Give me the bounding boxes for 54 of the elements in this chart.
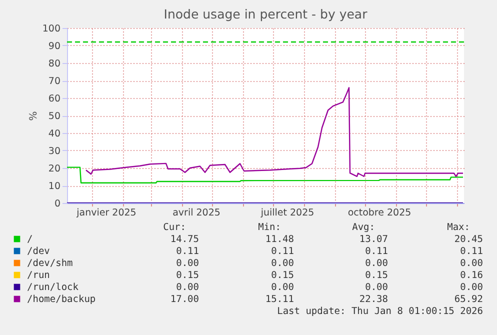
text: 0.15 — [176, 270, 199, 281]
chart-title: Inode usage in percent - by year — [164, 6, 368, 22]
y-axis-title: % — [28, 111, 40, 121]
text: 0.00 — [365, 258, 388, 269]
x-tick-label: octobre 2025 — [348, 208, 412, 218]
x-tick-label: janvier 2025 — [76, 208, 136, 218]
text: 0.00 — [460, 258, 484, 269]
y-tick-label: 40 — [48, 128, 60, 140]
text: 0.15 — [365, 270, 388, 281]
text: 14.75 — [170, 234, 199, 245]
legend-label: /run — [27, 270, 50, 281]
y-tick-label: 30 — [48, 146, 60, 157]
y-tick-label: 20 — [48, 164, 60, 174]
text: 15.11 — [265, 294, 294, 305]
text: 0.00 — [271, 282, 294, 293]
line-series — [85, 87, 464, 177]
legend-label: /dev/shm — [27, 258, 74, 269]
y-tick-label: 50 — [48, 111, 60, 122]
text: Cur: — [163, 222, 186, 233]
text: 20.45 — [454, 234, 483, 245]
y-tick-label: 80 — [48, 58, 60, 70]
text: 0.00 — [176, 258, 200, 269]
y-tick-label: 100 — [42, 24, 60, 34]
legend-label: /run/lock — [27, 282, 79, 293]
text: 0.11 — [365, 246, 388, 257]
x-tick-label: avril 2025 — [172, 208, 220, 218]
text: 0.00 — [365, 282, 388, 293]
text: 17.00 — [170, 294, 200, 305]
text: Max: — [447, 222, 470, 233]
text: 0.11 — [460, 246, 484, 257]
legend-label: /dev — [27, 246, 50, 257]
y-tick-label: 70 — [48, 76, 60, 87]
x-tick-label: juillet 2025 — [260, 208, 314, 218]
legend-label: / — [27, 234, 33, 245]
text: 0.16 — [460, 270, 484, 281]
text: Min: — [258, 222, 281, 233]
legend-label: /home/backup — [27, 294, 96, 305]
y-tick-label: 90 — [48, 41, 60, 52]
text: Last update: Thu Jan 8 01:00:15 2026 — [277, 306, 484, 317]
y-tick-label: 60 — [48, 94, 60, 104]
text: 0.00 — [176, 282, 200, 293]
text: 11.48 — [265, 234, 294, 245]
y-tick-label: 0 — [54, 198, 60, 210]
line-series — [67, 166, 464, 184]
text: 0.00 — [460, 282, 484, 293]
text: 0.11 — [271, 246, 294, 257]
text: 0.00 — [271, 258, 294, 269]
y-tick-label: 10 — [48, 181, 60, 192]
text: Avg: — [352, 222, 375, 233]
text: 65.92 — [454, 294, 483, 305]
text: 22.38 — [359, 294, 388, 305]
text: 0.15 — [271, 270, 294, 281]
text: 0.11 — [176, 246, 200, 257]
text: 13.07 — [359, 234, 388, 245]
